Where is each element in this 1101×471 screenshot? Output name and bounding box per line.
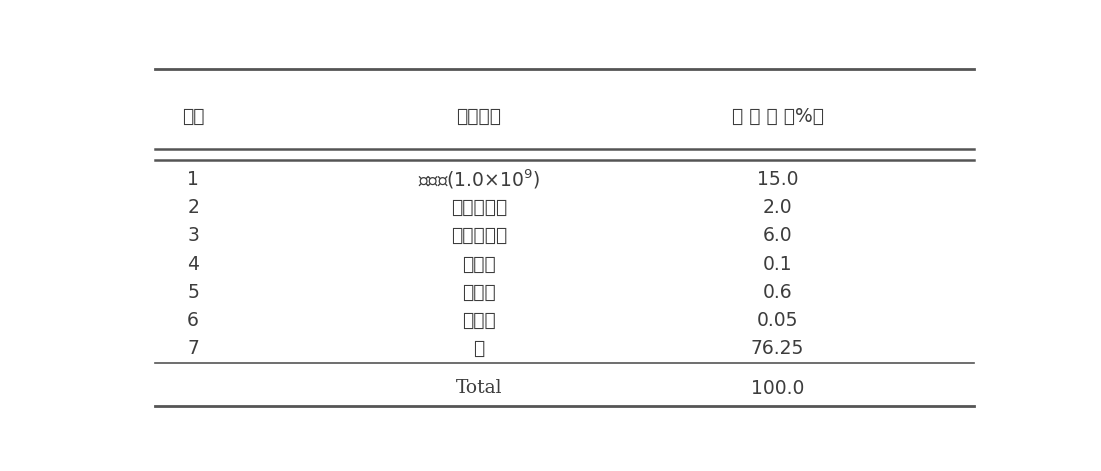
Text: 0.05: 0.05 xyxy=(756,311,798,330)
Text: 76.25: 76.25 xyxy=(751,340,804,358)
Text: 6.0: 6.0 xyxy=(763,227,793,245)
Text: 2.0: 2.0 xyxy=(763,198,793,217)
Text: 7: 7 xyxy=(187,340,199,358)
Text: 배양액(1.0×10$^{9}$): 배양액(1.0×10$^{9}$) xyxy=(418,168,539,191)
Text: 4: 4 xyxy=(187,255,199,274)
Text: 0.6: 0.6 xyxy=(763,283,793,302)
Text: 1: 1 xyxy=(187,170,199,189)
Text: 3: 3 xyxy=(187,227,199,245)
Text: 2: 2 xyxy=(187,198,199,217)
Text: 0.1: 0.1 xyxy=(763,255,793,274)
Text: 6: 6 xyxy=(187,311,199,330)
Text: 방부제: 방부제 xyxy=(462,255,495,274)
Text: 100.0: 100.0 xyxy=(751,379,804,398)
Text: 안정제: 안정제 xyxy=(462,283,495,302)
Text: 계면활성제: 계면활성제 xyxy=(450,198,508,217)
Text: Total: Total xyxy=(456,379,502,398)
Text: 동결방지제: 동결방지제 xyxy=(450,227,508,245)
Text: 물: 물 xyxy=(473,340,484,358)
Text: 5: 5 xyxy=(187,283,199,302)
Text: 15.0: 15.0 xyxy=(756,170,798,189)
Text: 증점제: 증점제 xyxy=(462,311,495,330)
Text: 함 입 율 （%）: 함 입 율 （%） xyxy=(731,107,824,126)
Text: 순번: 순번 xyxy=(182,107,205,126)
Text: 구성성분: 구성성분 xyxy=(457,107,501,126)
